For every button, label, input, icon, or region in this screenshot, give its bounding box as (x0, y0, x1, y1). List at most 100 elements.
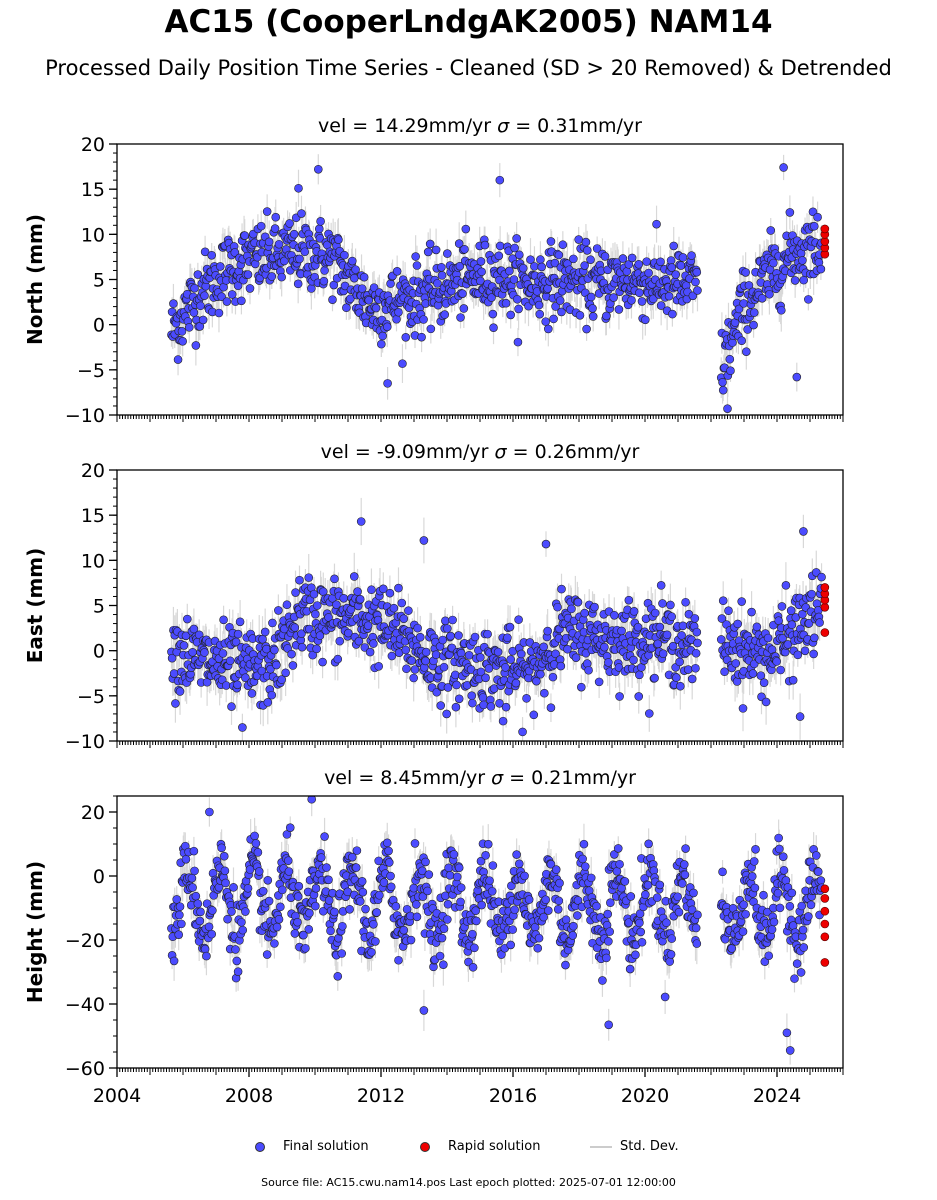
y-tick-label: 5 (93, 596, 105, 618)
y-axis-label-north: North (mm) (23, 214, 47, 345)
panel-title-north: vel = 14.29mm/yr σ = 0.31mm/yr (318, 115, 642, 137)
final-point (397, 598, 407, 608)
y-tick-label: 15 (81, 179, 105, 201)
final-point (419, 315, 428, 324)
final-point (615, 692, 624, 701)
final-point (690, 614, 700, 623)
final-point (488, 309, 498, 319)
final-point (776, 305, 786, 315)
final-point (243, 270, 253, 279)
final-point (421, 656, 430, 666)
final-point (627, 253, 637, 263)
final-point (788, 675, 798, 685)
final-point (268, 618, 277, 628)
final-point (509, 275, 519, 284)
final-point (423, 247, 433, 257)
final-point (313, 164, 323, 174)
final-point (392, 267, 402, 276)
final-point (720, 667, 729, 677)
final-point (618, 254, 628, 263)
final-point (549, 314, 558, 324)
final-point (546, 237, 556, 246)
final-point (304, 573, 314, 582)
final-point (518, 263, 528, 273)
final-point (580, 608, 589, 618)
final-point (684, 609, 694, 619)
final-point (594, 677, 604, 687)
final-point (415, 632, 425, 642)
final-point (733, 619, 743, 629)
final-point (747, 607, 756, 617)
final-point (743, 325, 752, 334)
final-point (503, 633, 512, 643)
final-point (781, 581, 791, 590)
final-point (461, 224, 471, 234)
final-point (455, 261, 465, 271)
final-point (650, 608, 660, 618)
y-tick-label: 20 (81, 460, 105, 482)
final-point (371, 303, 381, 313)
final-point (483, 629, 492, 639)
final-point (237, 296, 246, 306)
final-point (454, 239, 464, 248)
final-point (355, 594, 365, 604)
final-point (399, 614, 409, 623)
final-point (441, 616, 450, 626)
final-point (311, 609, 320, 619)
final-point (637, 297, 647, 306)
panel-east: −10 −5 0 5 10 15 20 East (mm) vel = -9.09mm/yr σ… (23, 441, 844, 753)
final-point (532, 676, 541, 686)
final-point (329, 280, 339, 290)
final-point (656, 257, 665, 267)
final-point (776, 665, 785, 675)
final-point (383, 379, 392, 388)
final-point (382, 322, 392, 332)
y-tick-label: 20 (81, 134, 105, 156)
final-point (536, 255, 545, 264)
final-point (359, 272, 369, 282)
y-tick-label: 10 (81, 550, 105, 572)
final-point (289, 229, 299, 239)
final-point (353, 587, 362, 596)
final-point (316, 217, 325, 226)
final-point (592, 244, 602, 253)
final-point (766, 226, 776, 235)
y-axis-label-east: East (mm) (23, 548, 47, 664)
final-point (779, 163, 788, 172)
final-point (333, 654, 343, 664)
final-point (633, 622, 643, 632)
final-point (586, 255, 595, 264)
final-point (563, 644, 572, 654)
final-point (656, 301, 666, 310)
final-point (556, 661, 566, 671)
final-point (641, 315, 650, 325)
final-point (809, 649, 818, 659)
final-point (240, 231, 250, 240)
final-point (511, 678, 521, 688)
final-point (534, 300, 544, 310)
final-point (335, 636, 345, 646)
final-point (614, 663, 624, 672)
final-point (648, 294, 658, 304)
final-point (451, 702, 461, 712)
final-point (501, 702, 511, 712)
plot-area-north (167, 154, 830, 415)
final-point (494, 251, 504, 261)
rapid-point (820, 583, 830, 592)
final-point (732, 677, 742, 686)
final-point (741, 268, 750, 277)
final-point (218, 649, 228, 658)
y-tick-label: 5 (93, 270, 105, 292)
final-point (480, 240, 490, 250)
final-point (196, 301, 205, 311)
final-point (477, 267, 486, 277)
final-point (687, 251, 696, 260)
final-point (227, 290, 237, 299)
final-point (575, 310, 585, 320)
final-point (772, 657, 781, 666)
final-point (536, 669, 545, 679)
sigma-symbol: σ (495, 441, 508, 463)
final-point (285, 219, 294, 228)
final-point (543, 284, 552, 293)
